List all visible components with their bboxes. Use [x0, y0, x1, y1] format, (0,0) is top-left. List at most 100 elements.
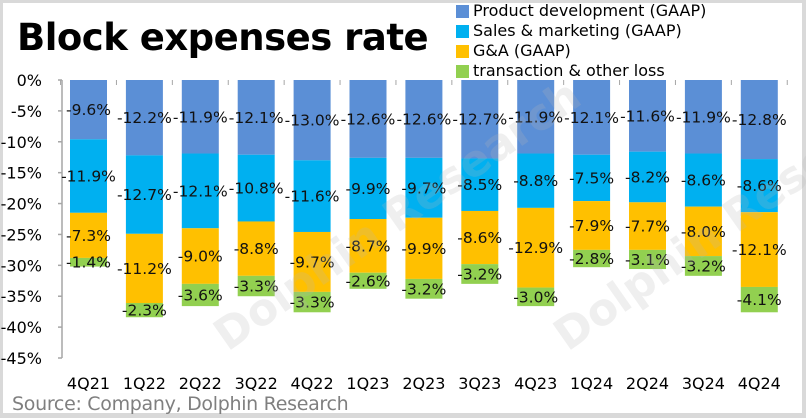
legend-label: transaction & other loss [473, 61, 665, 80]
bar-segment-transaction-other-loss [629, 249, 666, 270]
x-tick-label: 2Q22 [179, 374, 222, 393]
y-tick-label: -35% [1, 287, 42, 306]
data-label: -3.2% [401, 280, 446, 298]
bars: -9.6%-11.9%-7.3%-1.4%-12.2%-12.7%-11.2%-… [61, 80, 787, 320]
bar-group-1Q22: -12.2% -12.7% -11.2% -2.3% [117, 80, 172, 320]
data-label: -11.9% [61, 168, 116, 186]
bar-segment-transaction-other-loss [461, 264, 499, 284]
bar-segment-transaction-other-loss [181, 283, 219, 307]
bar-segment-product-development-gaap [684, 80, 722, 154]
bar-segment-transaction-other-loss [573, 249, 611, 268]
bar-segment-transaction-other-loss [740, 286, 778, 313]
data-label: -8.2% [625, 168, 670, 186]
bar-segment-product-development-gaap [405, 80, 443, 158]
bar-segment-g-a-gaap [70, 212, 107, 258]
bar-group-2Q22: -11.9% -12.1% -9.0% -3.6% [173, 80, 228, 307]
data-label: -8.8% [234, 240, 279, 258]
bar-segment-g-a-gaap [405, 217, 443, 279]
data-label: -3.0% [513, 288, 558, 306]
data-label: -8.5% [457, 176, 502, 194]
bar-group-1Q24: -12.1% -7.5% -7.9% -2.8% [564, 80, 619, 268]
data-label: -11.2% [117, 260, 172, 278]
y-tick-label: 0% [17, 71, 42, 90]
bar-segment-sales-marketing-gaap [684, 153, 722, 207]
bar-segment-product-development-gaap [349, 80, 387, 158]
bar-group-4Q24: -12.8% -8.6% -12.1% -4.1% [732, 80, 787, 313]
data-label: -8.6% [681, 172, 726, 190]
bar-segment-sales-marketing-gaap [573, 154, 611, 202]
data-label: -3.3% [290, 294, 335, 312]
y-tick-label: -15% [1, 164, 42, 183]
bar-segment-g-a-gaap [349, 219, 387, 273]
x-tick-label: 3Q24 [682, 374, 725, 393]
bar-segment-product-development-gaap [517, 80, 555, 154]
legend-swatch-transaction-loss [456, 64, 469, 78]
bar-segment-g-a-gaap [237, 221, 275, 276]
bar-group-4Q21: -9.6% -11.9% -7.3% -1.4% [61, 80, 116, 272]
x-tick-label: 3Q23 [458, 374, 501, 393]
data-label: -11.9% [508, 108, 563, 126]
y-tick-label: -25% [1, 225, 42, 244]
bar-group-2Q23: -12.6% -9.7% -9.9% -3.2% [396, 80, 451, 299]
bar-segment-g-a-gaap [629, 202, 666, 250]
bar-group-4Q23: -11.9% -8.8% -12.9% -3.0% [508, 80, 563, 306]
legend-swatch-product-development [456, 4, 469, 18]
bar-segment-sales-marketing-gaap [405, 157, 443, 218]
data-label: -9.7% [290, 253, 335, 271]
data-label: -8.6% [457, 229, 502, 247]
data-label: -12.8% [732, 111, 787, 129]
bar-segment-product-development-gaap [181, 80, 219, 154]
data-label: -11.6% [620, 107, 675, 125]
data-label: -1.4% [66, 254, 111, 272]
x-tick-label: 4Q23 [514, 374, 557, 393]
bar-segment-sales-marketing-gaap [125, 155, 163, 234]
legend-swatch-ga [456, 44, 469, 58]
bar-segment-g-a-gaap [684, 206, 722, 257]
data-label: -11.6% [285, 188, 340, 206]
bar-segment-transaction-other-loss [293, 291, 331, 313]
data-label: -12.1% [732, 241, 787, 259]
bar-segment-g-a-gaap [740, 212, 778, 287]
data-label: -12.7% [117, 186, 172, 204]
data-label: -12.9% [508, 239, 563, 257]
data-label: -12.1% [564, 109, 619, 127]
x-tick-label: 4Q22 [291, 374, 334, 393]
legend-item-ga: G&A (GAAP) [456, 41, 706, 61]
x-tick-label: 1Q22 [123, 374, 166, 393]
bar-segment-product-development-gaap [125, 80, 163, 156]
x-tick-label: 1Q24 [570, 374, 613, 393]
bar-segment-transaction-other-loss [684, 256, 722, 276]
data-label: -12.6% [396, 110, 451, 128]
bar-segment-sales-marketing-gaap [629, 151, 666, 203]
bar-group-2Q24: -11.6% -8.2% -7.7% -3.1% [620, 80, 675, 270]
data-label: -12.1% [229, 109, 284, 127]
data-label: -3.6% [178, 286, 223, 304]
data-label: -9.6% [66, 101, 111, 119]
bar-segment-sales-marketing-gaap [349, 157, 387, 219]
x-tick-label: 3Q22 [235, 374, 278, 393]
bar-segment-transaction-other-loss [349, 272, 387, 289]
bar-segment-product-development-gaap [740, 80, 778, 160]
data-label: -8.8% [513, 172, 558, 190]
bar-segment-sales-marketing-gaap [237, 154, 275, 222]
bar-segment-transaction-other-loss [517, 287, 555, 307]
bar-segment-g-a-gaap [573, 201, 611, 250]
data-label: -7.7% [625, 218, 670, 236]
data-label: -4.1% [737, 291, 782, 309]
bar-segment-g-a-gaap [125, 233, 163, 304]
bar-group-3Q23: -12.7% -8.5% -8.6% -3.2% [452, 80, 507, 284]
data-label: -2.3% [122, 302, 167, 320]
bar-segment-product-development-gaap [629, 80, 666, 152]
legend-item-transaction-loss: transaction & other loss [456, 61, 706, 81]
legend-label: Product development (GAAP) [473, 1, 707, 20]
bar-segment-g-a-gaap [293, 231, 331, 292]
x-axis: 4Q21 1Q22 2Q22 3Q22 4Q22 1Q23 2Q23 3Q23 4Q23 1Q24… [67, 374, 781, 393]
data-label: -9.0% [178, 248, 223, 266]
data-label: -9.9% [346, 180, 391, 198]
data-label: -12.2% [117, 109, 172, 127]
legend-swatch-sales-marketing [456, 24, 469, 38]
y-axis: 0% -5% -10% -15% -20% -25% -30% -35% -40% -45% [1, 71, 788, 368]
data-label: -3.3% [234, 278, 279, 296]
data-label: -7.3% [66, 227, 111, 245]
